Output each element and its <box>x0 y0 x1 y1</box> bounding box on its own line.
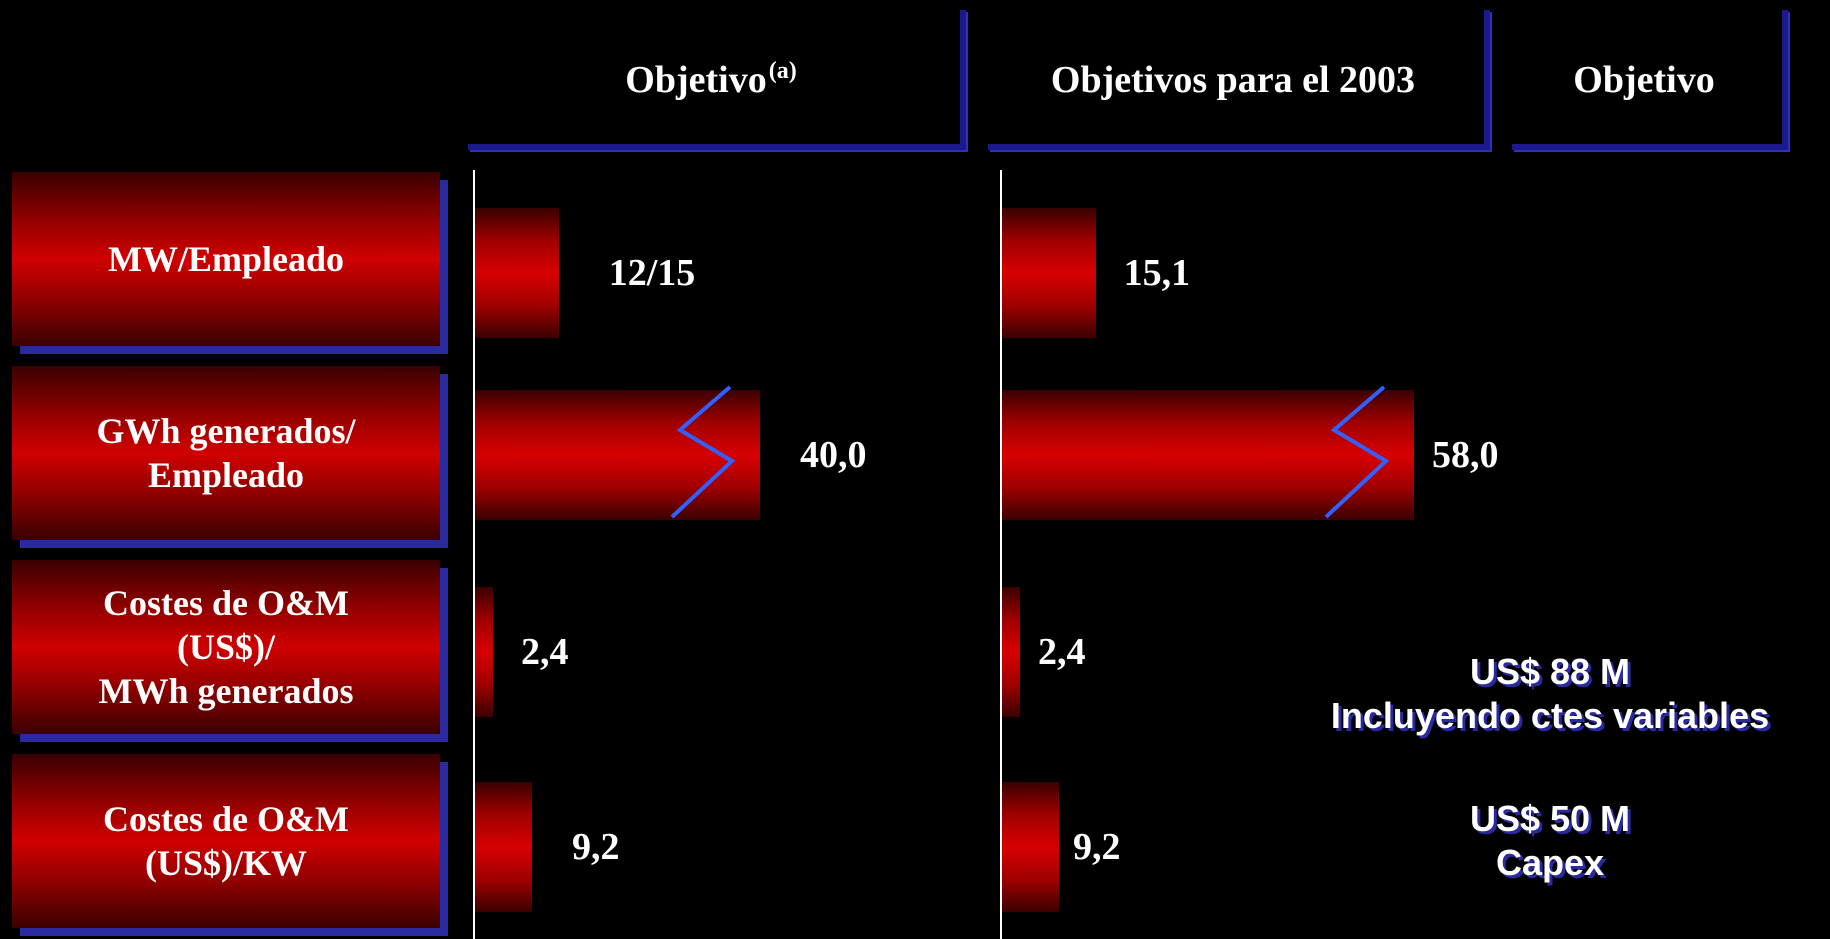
header-bracket-bottom <box>988 144 1490 150</box>
row-label-costes-mwh: Costes de O&M (US$)/ MWh generados <box>12 560 440 734</box>
annotation-88m-line1: US$ 88 M <box>1469 651 1631 692</box>
bar-1-3 <box>475 587 493 717</box>
header-objetivos-2003: Objetivos para el 2003 <box>988 10 1490 150</box>
value-label-1-4: 9,2 <box>572 826 620 868</box>
header-objetivo-a-footnote: (a) <box>768 58 797 84</box>
bar-1-1 <box>475 208 559 338</box>
header-bracket-right <box>1782 10 1788 150</box>
value-label-1-3: 2,4 <box>521 631 569 673</box>
bar-2-4 <box>1002 782 1060 912</box>
axis-line-middle <box>1000 170 1002 939</box>
header-objetivo-a: Objetivo(a) <box>468 10 966 150</box>
axis-line-left <box>473 170 475 939</box>
row-label-costes-kw: Costes de O&M (US$)/KW <box>12 754 440 928</box>
value-label-2-1: 15,1 <box>1123 252 1191 294</box>
annotation-50m-line1: US$ 50 M <box>1469 798 1631 839</box>
header-objetivo: Objetivo <box>1512 10 1788 150</box>
annotation-88m: US$ 88 M Incluyendo ctes variables <box>1290 650 1810 738</box>
annotation-88m-line2: Incluyendo ctes variables <box>1330 695 1770 736</box>
bar-2-1 <box>1002 208 1096 338</box>
value-label-2-2: 58,0 <box>1432 434 1499 476</box>
value-label-1-1: 12/15 <box>608 252 696 294</box>
annotation-50m-line2: Capex <box>1495 842 1605 883</box>
header-objetivo-a-text: Objetivo(a) <box>625 58 796 102</box>
bar-1-2 <box>475 390 760 520</box>
row-label-mw-empleado: MW/Empleado <box>12 172 440 346</box>
axis-break-mark-1 <box>670 385 736 519</box>
value-label-2-3: 2,4 <box>1038 631 1086 673</box>
header-bracket-right <box>1484 10 1490 150</box>
header-objetivo-label: Objetivo <box>1573 59 1715 101</box>
value-label-1-2: 40,0 <box>800 434 867 476</box>
bar-2-3 <box>1002 587 1020 717</box>
header-bracket-bottom <box>468 144 966 150</box>
bar-1-4 <box>475 782 533 912</box>
value-label-2-4: 9,2 <box>1073 826 1121 868</box>
header-objetivos-2003-label: Objetivos para el 2003 <box>1050 59 1416 101</box>
header-bracket-bottom <box>1512 144 1788 150</box>
axis-break-mark-2 <box>1324 385 1390 519</box>
row-label-gwh-empleado: GWh generados/ Empleado <box>12 366 440 540</box>
annotation-50m: US$ 50 M Capex <box>1290 797 1810 885</box>
header-objetivo-a-label: Objetivo <box>625 59 767 101</box>
header-bracket-right <box>960 10 966 150</box>
